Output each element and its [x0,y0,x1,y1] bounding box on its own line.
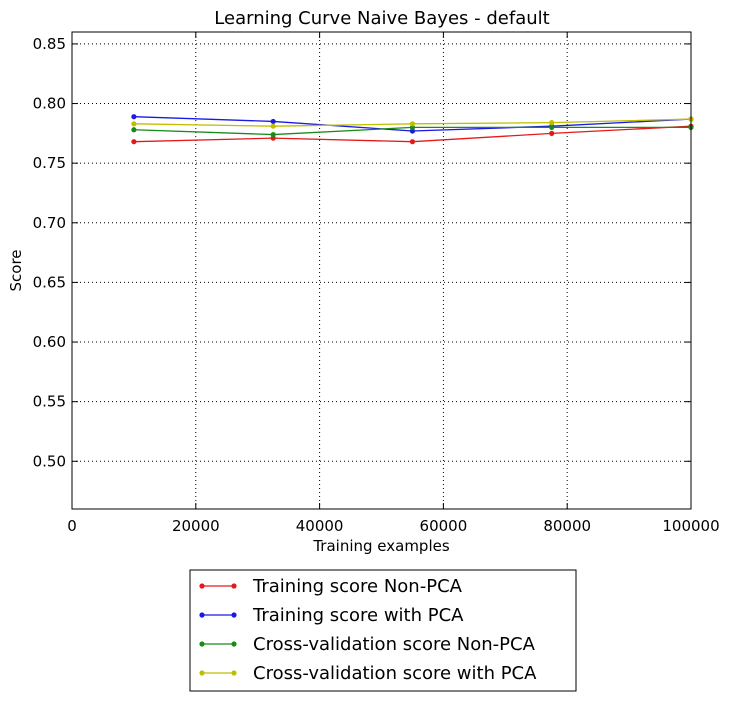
series-point [131,127,137,133]
x-tick-label: 40000 [296,517,344,535]
y-axis-label: Score [7,249,25,291]
series-point [270,135,276,141]
series-point [131,139,137,145]
y-tick-label: 0.65 [33,273,66,291]
legend-marker [199,670,205,676]
series-point [549,124,555,130]
legend-marker [199,641,205,647]
legend-marker [231,641,237,647]
x-tick-label: 0 [67,517,77,535]
legend-marker [231,612,237,618]
series-point [409,139,416,145]
chart-title: Learning Curve Naive Bayes - default [214,8,549,29]
legend-marker [199,612,205,618]
plot-frame [71,31,692,510]
legend-label: Training score Non-PCA [252,576,463,597]
series-point [549,120,555,126]
x-tick-label: 20000 [172,517,220,535]
series-point [549,130,555,136]
x-tick-label: 60000 [420,517,468,535]
y-tick-label: 0.50 [33,452,66,470]
y-tick-label: 0.60 [33,333,66,351]
x-tick-label: 80000 [543,517,591,535]
series-point [270,118,276,125]
legend-marker [231,583,237,589]
x-tick-label: 100000 [662,517,719,535]
series-point [409,121,416,127]
legend-box [189,569,577,692]
legend-label: Training score with PCA [252,605,464,626]
series-point [131,114,137,120]
y-tick-label: 0.85 [33,35,66,53]
series-point [409,128,416,134]
series-point [270,123,276,129]
series-point [270,131,276,138]
y-tick-label: 0.70 [33,214,66,232]
y-tick-label: 0.75 [33,154,66,172]
legend-marker [199,583,205,589]
y-tick-label: 0.80 [33,95,66,113]
series-point [131,121,137,127]
legend-marker [231,670,237,676]
legend-label: Cross-validation score with PCA [253,663,537,684]
legend: Training score Non-PCA Training score wit… [189,569,577,692]
series-point [409,124,416,130]
grid [72,32,691,509]
axis-ticks: 0 20000 40000 60000 80000 100000 0.50 0.55 0.60 0… [33,32,720,535]
series-layer [131,114,694,145]
x-axis-label: Training examples [312,537,450,555]
y-tick-label: 0.55 [33,393,66,411]
legend-label: Cross-validation score Non-PCA [253,634,536,655]
